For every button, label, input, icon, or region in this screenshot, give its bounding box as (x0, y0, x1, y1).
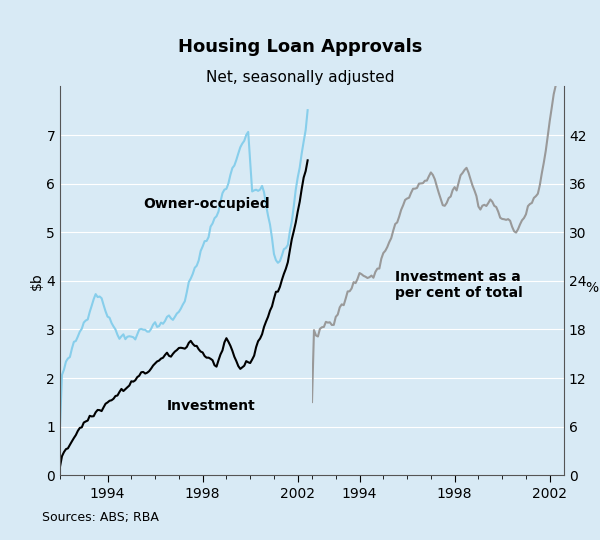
Text: Housing Loan Approvals: Housing Loan Approvals (178, 38, 422, 56)
Text: Sources: ABS; RBA: Sources: ABS; RBA (42, 511, 159, 524)
Y-axis label: %: % (586, 281, 599, 295)
Y-axis label: $b: $b (29, 272, 43, 289)
Text: Owner-occupied: Owner-occupied (143, 197, 270, 211)
Text: Investment: Investment (167, 399, 256, 413)
Text: Investment as a
per cent of total: Investment as a per cent of total (395, 270, 523, 300)
Text: Net, seasonally adjusted: Net, seasonally adjusted (206, 70, 394, 85)
